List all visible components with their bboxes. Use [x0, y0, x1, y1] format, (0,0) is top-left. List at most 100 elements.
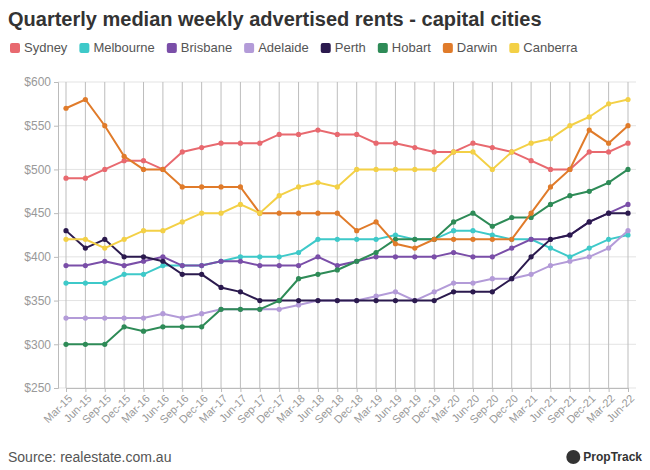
series-marker	[412, 254, 417, 259]
series-marker	[296, 184, 301, 189]
series-marker	[296, 298, 301, 303]
series-marker	[102, 280, 107, 285]
series-marker	[490, 289, 495, 294]
series-marker	[412, 237, 417, 242]
series-marker	[199, 145, 204, 150]
series-marker	[412, 145, 417, 150]
y-tick-label: $450	[24, 206, 51, 220]
series-marker	[529, 237, 534, 242]
series-marker	[470, 254, 475, 259]
series-marker	[451, 228, 456, 233]
series-line	[66, 130, 628, 178]
series-marker	[141, 272, 146, 277]
series-marker	[257, 211, 262, 216]
series-marker	[83, 246, 88, 251]
series-marker	[548, 237, 553, 242]
series-marker	[567, 232, 572, 237]
series	[63, 127, 630, 180]
series-marker	[122, 237, 127, 242]
series-marker	[180, 324, 185, 329]
series-marker	[218, 307, 223, 312]
series-marker	[83, 315, 88, 320]
series-line	[66, 204, 628, 265]
series-marker	[141, 254, 146, 259]
series-marker	[102, 246, 107, 251]
grid-line-x	[376, 82, 377, 388]
legend: SydneyMelbourneBrisbaneAdelaidePerthHoba…	[10, 40, 578, 55]
grid-line-x	[453, 82, 454, 388]
y-tick-label: $250	[24, 381, 51, 395]
series-marker	[218, 285, 223, 290]
series-line	[66, 213, 628, 300]
series-marker	[296, 276, 301, 281]
series-marker	[315, 254, 320, 259]
series-marker	[335, 298, 340, 303]
series-marker	[529, 254, 534, 259]
series-marker	[83, 263, 88, 268]
series-marker	[102, 315, 107, 320]
series-marker	[625, 167, 630, 172]
series-marker	[218, 259, 223, 264]
series-marker	[296, 250, 301, 255]
series-marker	[432, 167, 437, 172]
series-marker	[625, 211, 630, 216]
series-marker	[199, 263, 204, 268]
x-tick-mark	[492, 388, 493, 392]
series-marker	[587, 246, 592, 251]
grid-line-y	[58, 82, 636, 83]
series-marker	[373, 167, 378, 172]
grid-line-x	[124, 82, 125, 388]
y-tick-mark	[54, 169, 58, 170]
grid-line-x	[414, 82, 415, 388]
series-marker	[354, 298, 359, 303]
grid-line-x	[472, 82, 473, 388]
legend-swatch	[378, 43, 388, 53]
series-marker	[315, 127, 320, 132]
y-tick-label: $300	[24, 338, 51, 352]
series-marker	[335, 211, 340, 216]
series-marker	[160, 311, 165, 316]
series-marker	[63, 315, 68, 320]
series-marker	[412, 246, 417, 251]
series-marker	[238, 141, 243, 146]
series-line	[66, 231, 628, 318]
series-marker	[141, 158, 146, 163]
series-marker	[180, 219, 185, 224]
x-tick-mark	[395, 388, 396, 392]
x-tick-mark	[337, 388, 338, 392]
x-tick-mark	[531, 388, 532, 392]
series-marker	[567, 232, 572, 237]
series-marker	[567, 167, 572, 172]
series-marker	[529, 211, 534, 216]
series-marker	[606, 149, 611, 154]
series-marker	[199, 311, 204, 316]
grid	[58, 82, 636, 388]
series-marker	[490, 145, 495, 150]
series-marker	[393, 254, 398, 259]
series-marker	[432, 254, 437, 259]
series-marker	[296, 211, 301, 216]
series-marker	[315, 272, 320, 277]
series-marker	[393, 241, 398, 246]
series-marker	[625, 97, 630, 102]
x-tick-mark	[66, 388, 67, 392]
grid-line-x	[337, 82, 338, 388]
series-marker	[354, 228, 359, 233]
series-marker	[83, 237, 88, 242]
grid-line-x	[259, 82, 260, 388]
x-tick-mark	[240, 388, 241, 392]
x-tick-label: Jun-22	[604, 392, 636, 424]
source: Source: realestate.com.au	[8, 449, 171, 465]
grid-line-x	[511, 82, 512, 388]
y-tick: $600	[24, 75, 58, 89]
brand-label: PropTrack	[583, 450, 642, 464]
y-tick: $500	[24, 163, 58, 177]
series-marker	[102, 167, 107, 172]
series-marker	[587, 114, 592, 119]
series-marker	[548, 136, 553, 141]
series-marker	[257, 254, 262, 259]
x-tick-mark	[512, 388, 513, 392]
series-marker	[102, 237, 107, 242]
series-marker	[470, 211, 475, 216]
series-marker	[238, 289, 243, 294]
